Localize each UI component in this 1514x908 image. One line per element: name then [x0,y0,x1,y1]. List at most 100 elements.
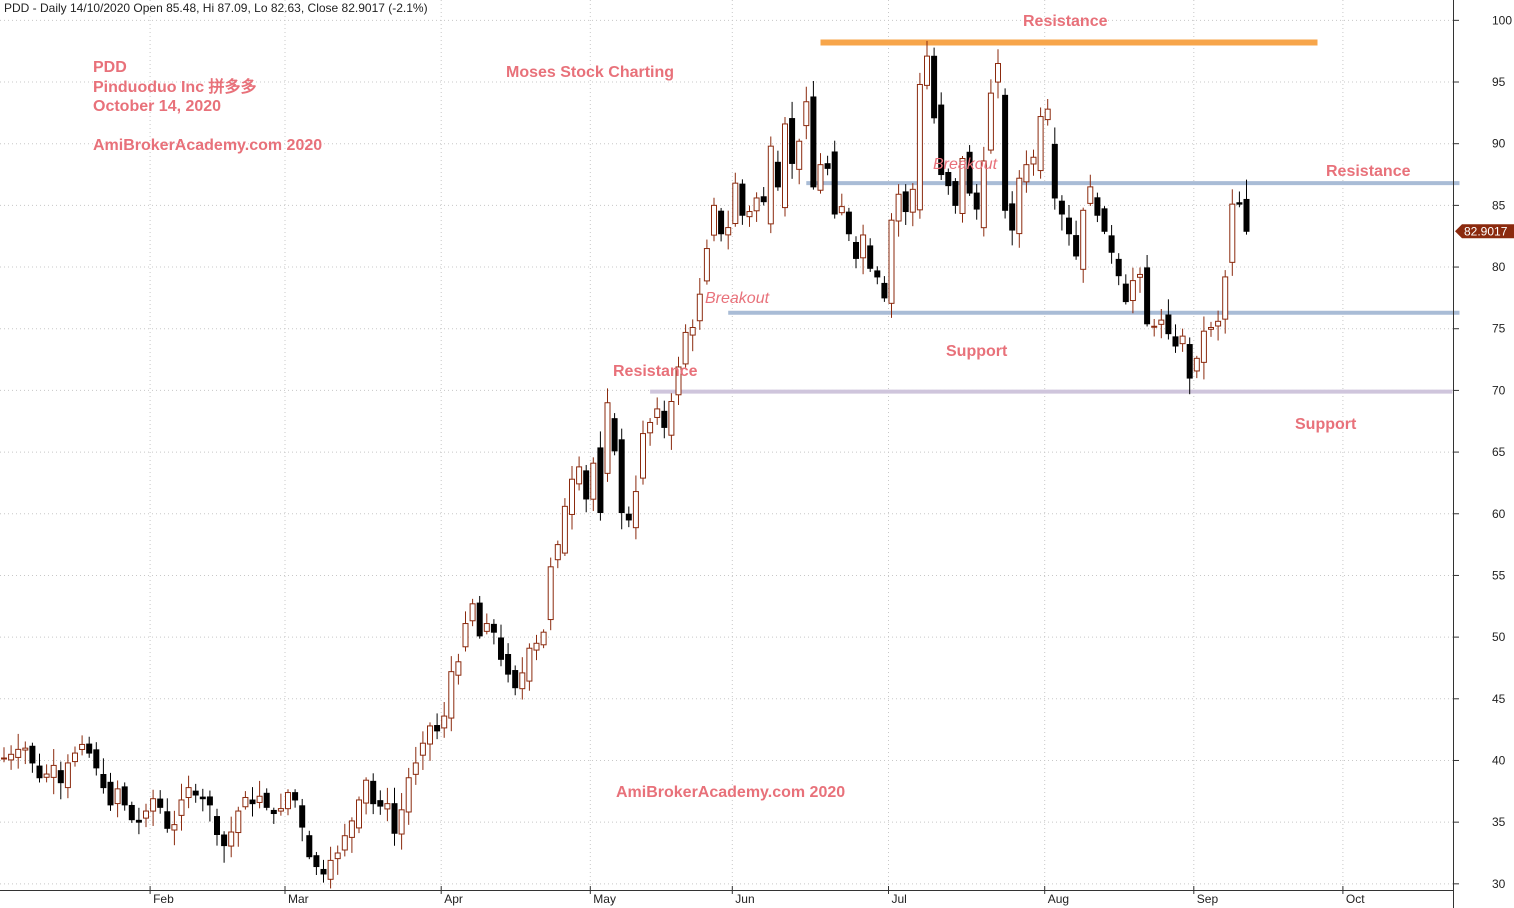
candle [1193,355,1200,379]
candle [959,156,966,223]
x-tick-label: Aug [1048,892,1069,906]
candle [483,613,490,635]
y-tick-label: 100 [1492,13,1512,27]
y-tick-label: 30 [1492,877,1506,891]
candle [64,754,71,799]
candle [299,798,306,842]
candle [647,418,654,446]
candle [185,775,192,809]
annotation-breakout-lower: Breakout [705,290,770,307]
candle [334,845,341,875]
candle [782,116,788,217]
candle [789,101,796,179]
candle [668,393,675,450]
candle [519,657,526,700]
y-tick-label: 80 [1492,260,1506,274]
candle [412,746,419,785]
candle [916,72,923,219]
candle [79,735,86,756]
candle [178,783,185,831]
candle [1172,324,1179,353]
candle [604,388,611,482]
level-lines [650,39,1460,394]
candle [881,276,888,302]
candle [171,810,178,846]
candle [526,643,533,691]
candle [611,413,618,456]
candle [774,150,781,191]
candle [363,777,370,815]
candle [341,823,348,857]
candle [22,741,29,765]
candle [320,859,327,883]
candle [100,758,107,794]
candle [43,764,50,783]
candle [640,420,646,485]
candle [1137,267,1143,293]
time-axis: Feb Mar Apr May Jun Jul Aug Sep Oct [0,886,1453,906]
candle [654,397,661,425]
candle [711,197,717,242]
info-date: October 14, 2020 [93,98,221,115]
candle [845,207,852,242]
candle [860,224,867,275]
candle [682,324,689,368]
candle [966,145,973,196]
candle [1236,191,1243,208]
candle [725,210,732,250]
candle [931,47,938,124]
candle [540,629,547,649]
candle [1115,253,1122,286]
candle [938,92,945,180]
candle [924,40,930,90]
chart-header: PDD - Daily 14/10/2020 Open 85.48, Hi 87… [4,1,428,15]
x-tick-label: Sep [1197,892,1219,906]
candle [618,428,625,530]
candle [1151,318,1158,337]
last-price-tag: 82.9017 [1455,224,1514,239]
candle [313,851,320,876]
candle [128,801,135,823]
candle [157,790,164,814]
info-site: AmiBrokerAcademy.com 2020 [93,137,322,154]
candle [121,782,128,811]
y-tick-label: 60 [1492,507,1506,521]
candle [1044,98,1051,126]
candle [249,787,256,817]
candle [824,155,831,176]
candle [434,713,441,740]
y-tick-label: 95 [1492,75,1506,89]
candle [689,319,696,352]
candle [356,796,362,834]
candle [561,498,568,557]
candle [874,266,881,285]
candle [427,722,433,761]
candle [597,431,604,521]
candle [384,787,391,822]
candle [1073,220,1080,260]
candle [263,788,270,811]
candle [1222,270,1229,334]
candles [1,40,1250,889]
candle [973,184,980,220]
candle [1030,149,1037,176]
candle [15,733,22,769]
candle [703,239,710,285]
candle [853,236,859,269]
candle [1129,267,1136,314]
candle [150,789,157,826]
candle [1215,310,1222,341]
y-tick-label: 85 [1492,198,1506,212]
candle [746,205,753,227]
candle [512,665,519,696]
candle [1165,299,1172,340]
y-tick-label: 55 [1492,568,1506,582]
candle [767,136,774,234]
candle [292,789,299,808]
candle [114,780,121,818]
candle [1058,195,1065,231]
candle [441,702,448,738]
x-tick-label: Apr [444,892,463,906]
candle [569,465,575,530]
